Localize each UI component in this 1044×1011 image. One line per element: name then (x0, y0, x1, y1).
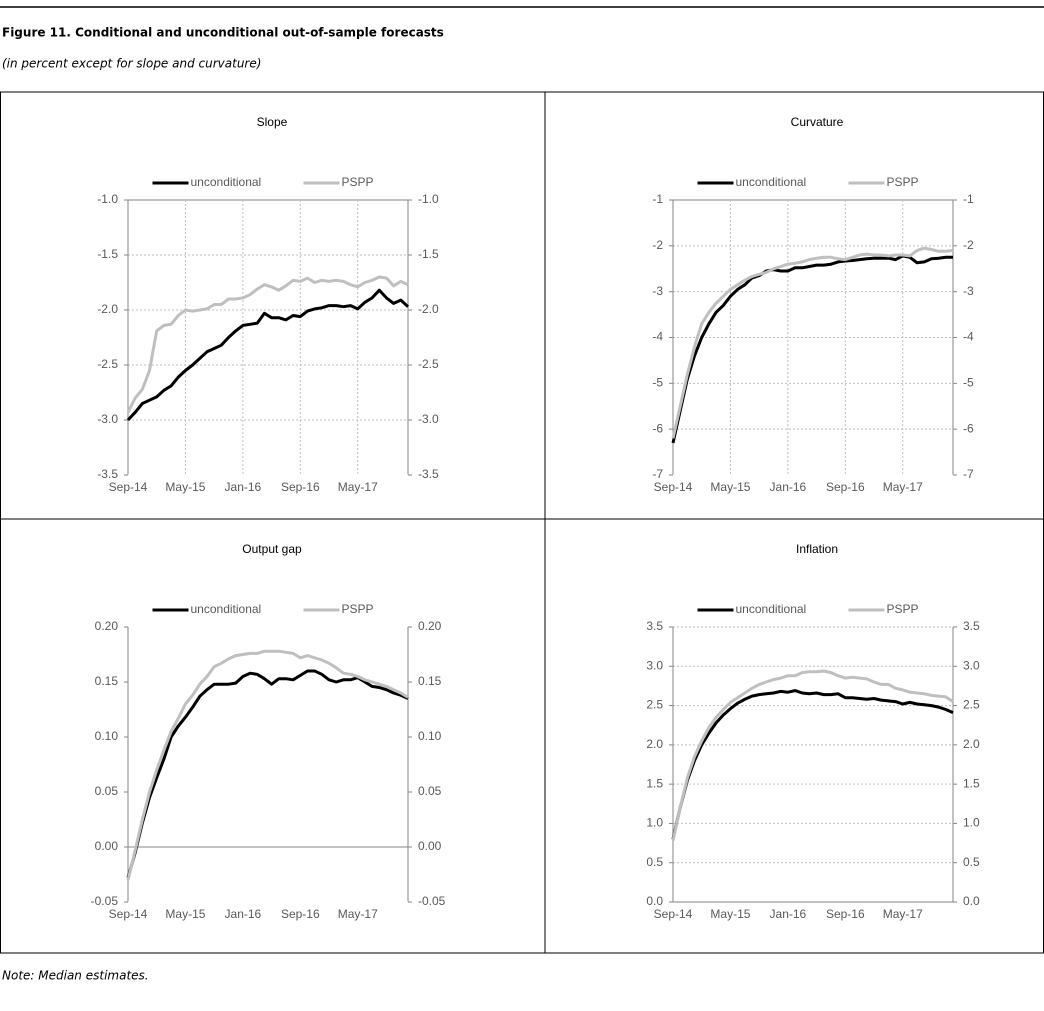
x-tick-label: May-15 (165, 480, 205, 494)
series-line (126, 275, 409, 413)
x-tick-label: May-15 (710, 480, 750, 494)
x-tick-label: May-17 (883, 480, 923, 494)
y-tick-label: -2.5 (97, 357, 118, 371)
y-tick-label: 0.15 (95, 674, 119, 688)
chart-title: Inflation (796, 542, 838, 556)
series-line (126, 288, 410, 422)
series-line (671, 689, 954, 840)
x-tick-label: Sep-14 (654, 907, 693, 921)
y2-tick-label: -7 (963, 467, 974, 481)
y2-tick-label: 3.5 (963, 619, 980, 633)
y-tick-label: 2.5 (646, 698, 663, 712)
y-tick-label: -3.5 (97, 467, 118, 481)
y-tick-label: 1.0 (646, 816, 663, 830)
x-tick-label: May-15 (165, 907, 205, 921)
y2-tick-label: -6 (963, 421, 974, 435)
y2-tick-label: 0.0 (963, 894, 980, 908)
y2-tick-label: -1.5 (418, 247, 439, 261)
y-tick-label: 2.0 (646, 737, 663, 751)
y2-tick-label: -1.0 (418, 192, 439, 206)
y2-tick-label: -1 (963, 192, 974, 206)
legend-label: PSPP (887, 175, 919, 189)
x-tick-label: Sep-14 (109, 480, 148, 494)
y-tick-label: 0.00 (95, 839, 119, 853)
x-tick-label: May-15 (710, 907, 750, 921)
legend-label: unconditional (736, 175, 807, 189)
y2-tick-label: 0.10 (418, 729, 442, 743)
y-tick-label: -2 (652, 238, 663, 252)
x-tick-label: Sep-14 (654, 480, 693, 494)
y-tick-label: -4 (652, 330, 663, 344)
x-tick-label: May-17 (883, 907, 923, 921)
y-tick-label: 0.5 (646, 855, 663, 869)
x-tick-label: May-17 (338, 480, 378, 494)
y2-tick-label: 2.0 (963, 737, 980, 751)
y-tick-label: -1.5 (97, 247, 118, 261)
x-tick-label: Sep-16 (826, 480, 865, 494)
y-tick-label: 3.0 (646, 658, 663, 672)
x-tick-label: Sep-16 (826, 907, 865, 921)
y2-tick-label: -4 (963, 330, 974, 344)
y-tick-label: 1.5 (646, 776, 663, 790)
y2-tick-label: -0.05 (418, 894, 446, 908)
figure-title: Figure 11. Conditional and unconditional… (2, 26, 444, 40)
legend-label: unconditional (191, 602, 262, 616)
y2-tick-label: -2.0 (418, 302, 439, 316)
legend-label: PSPP (342, 175, 374, 189)
x-tick-label: May-17 (338, 907, 378, 921)
y-tick-label: -1 (652, 192, 663, 206)
y-tick-label: -2.0 (97, 302, 118, 316)
x-tick-label: Jan-16 (225, 480, 262, 494)
series-line (671, 254, 953, 444)
figure-subtitle: (in percent except for slope and curvatu… (2, 57, 261, 71)
x-tick-label: Jan-16 (225, 907, 262, 921)
y-tick-label: -3 (652, 284, 663, 298)
y2-tick-label: -2 (963, 238, 974, 252)
y2-tick-label: -3 (963, 284, 974, 298)
chart-title: Slope (257, 115, 288, 129)
y-tick-label: -3.0 (97, 412, 118, 426)
y-tick-label: 0.0 (646, 894, 663, 908)
y2-tick-label: 0.15 (418, 674, 442, 688)
legend-label: PSPP (342, 602, 374, 616)
y-tick-label: -5 (652, 376, 663, 390)
y2-tick-label: 0.20 (418, 619, 442, 633)
y2-tick-label: 0.05 (418, 784, 442, 798)
x-tick-label: Sep-14 (109, 907, 148, 921)
y2-tick-label: -5 (963, 376, 974, 390)
y-tick-label: 0.10 (95, 729, 119, 743)
y2-tick-label: 0.00 (418, 839, 442, 853)
y2-tick-label: -3.5 (418, 467, 439, 481)
series-line (671, 246, 954, 439)
x-tick-label: Jan-16 (770, 907, 807, 921)
y2-tick-label: -3.0 (418, 412, 439, 426)
y-tick-label: 0.20 (95, 619, 119, 633)
note: Note: Median estimates. (2, 969, 149, 983)
y2-tick-label: -2.5 (418, 357, 439, 371)
y-tick-label: -7 (652, 467, 663, 481)
y-tick-label: -6 (652, 421, 663, 435)
chart-title: Curvature (791, 115, 844, 129)
x-tick-label: Sep-16 (281, 480, 320, 494)
x-tick-label: Sep-16 (281, 907, 320, 921)
y-tick-label: -1.0 (97, 192, 118, 206)
y-tick-label: 3.5 (646, 619, 663, 633)
series-line (671, 669, 954, 842)
y2-tick-label: 1.5 (963, 776, 980, 790)
legend-label: unconditional (736, 602, 807, 616)
y2-tick-label: 3.0 (963, 658, 980, 672)
y2-tick-label: 1.0 (963, 816, 980, 830)
y-tick-label: -0.05 (91, 894, 119, 908)
y-tick-label: 0.05 (95, 784, 119, 798)
series-line (126, 649, 409, 881)
y2-tick-label: 0.5 (963, 855, 980, 869)
legend-label: unconditional (191, 175, 262, 189)
legend-label: PSPP (887, 602, 919, 616)
x-tick-label: Jan-16 (770, 480, 807, 494)
y2-tick-label: 2.5 (963, 698, 980, 712)
chart-title: Output gap (242, 542, 302, 556)
